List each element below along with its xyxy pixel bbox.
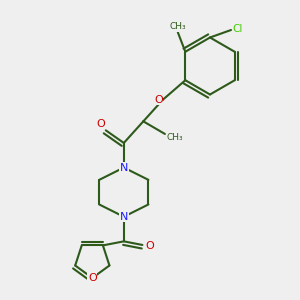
Text: Cl: Cl: [232, 24, 243, 34]
Text: O: O: [154, 95, 163, 105]
Text: O: O: [88, 273, 97, 283]
Text: N: N: [120, 212, 128, 222]
Text: O: O: [146, 242, 154, 251]
Text: CH₃: CH₃: [169, 22, 186, 31]
Text: O: O: [96, 119, 105, 129]
Text: N: N: [120, 163, 128, 172]
Text: CH₃: CH₃: [166, 133, 183, 142]
